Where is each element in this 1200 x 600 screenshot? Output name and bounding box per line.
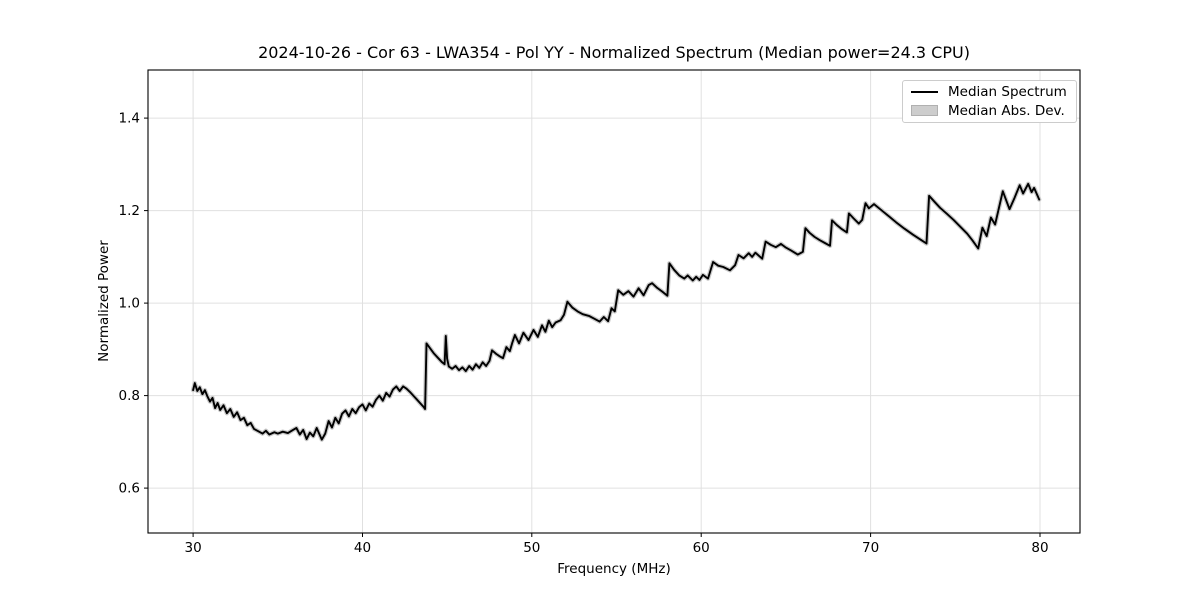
x-tick-label: 50 — [523, 540, 540, 556]
plot-border — [147, 69, 1081, 534]
y-tick-label: 0.8 — [119, 388, 140, 404]
x-tick-label: 30 — [185, 540, 202, 556]
x-tick-label: 80 — [1031, 540, 1048, 556]
median-spectrum-line-swatch — [911, 91, 938, 94]
y-tick-label: 0.6 — [119, 481, 140, 497]
median-abs-dev-patch-swatch — [911, 105, 938, 117]
legend: Median Spectrum Median Abs. Dev. — [902, 80, 1077, 123]
y-tick-label: 1.0 — [119, 296, 140, 312]
x-tick-label: 60 — [693, 540, 710, 556]
x-tick-label: 70 — [862, 540, 879, 556]
legend-label: Median Abs. Dev. — [948, 102, 1065, 119]
legend-item-median-spectrum: Median Spectrum — [911, 83, 1069, 102]
median-spectrum-line — [192, 182, 1041, 441]
legend-item-median-abs-dev: Median Abs. Dev. — [911, 102, 1069, 121]
median-abs-dev-band — [190, 181, 1042, 442]
x-tick-label: 40 — [354, 540, 371, 556]
legend-label: Median Spectrum — [948, 84, 1067, 101]
chart-title: 2024-10-26 - Cor 63 - LWA354 - Pol YY - … — [258, 43, 970, 62]
x-axis-label: Frequency (MHz) — [557, 561, 671, 577]
y-tick-label: 1.4 — [119, 111, 140, 127]
y-tick-label: 1.2 — [119, 203, 140, 219]
